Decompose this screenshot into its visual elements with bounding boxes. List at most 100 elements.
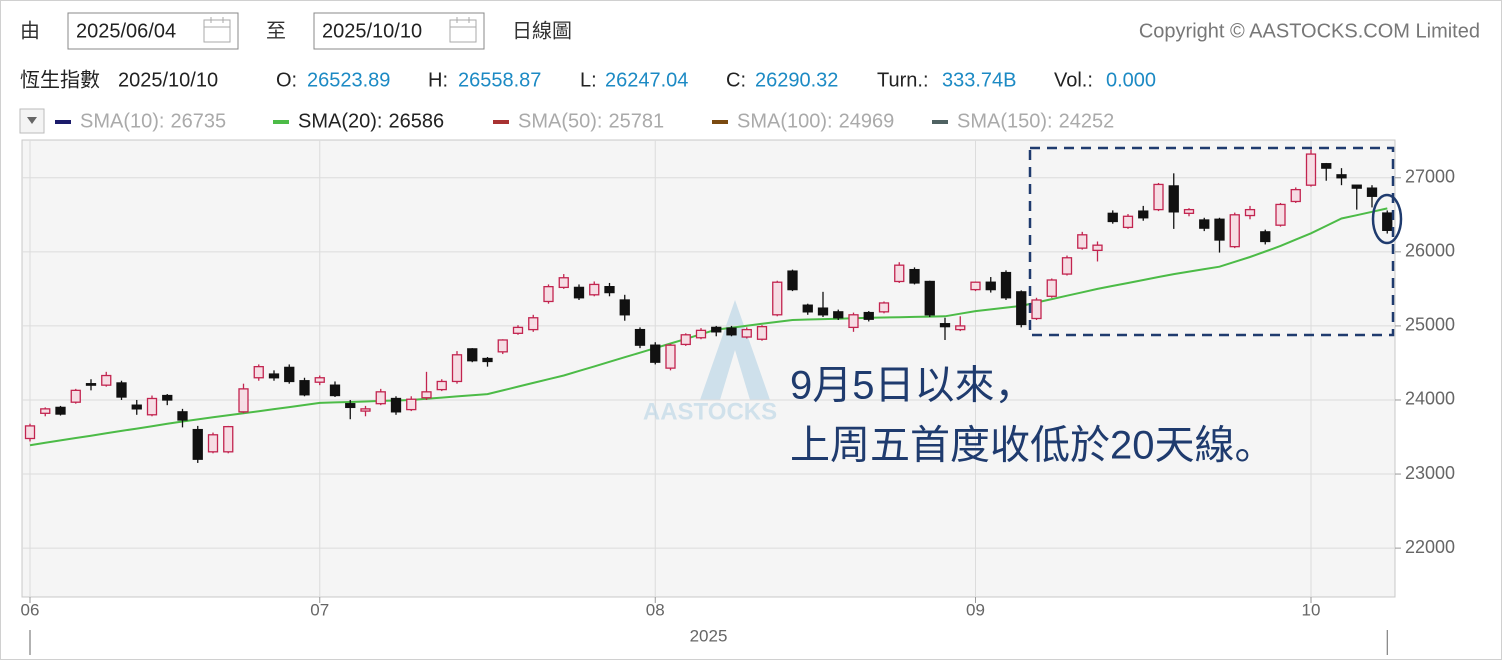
candle-body (1214, 218, 1225, 241)
x-tick-label: 08 (646, 600, 665, 619)
candle-body (1229, 214, 1240, 248)
copyright: Copyright © AASTOCKS.COM Limited (1139, 20, 1480, 42)
highlight-ellipse (1371, 193, 1403, 245)
x-tick-label: 09 (966, 600, 985, 619)
candle-body (1092, 244, 1103, 252)
calendar-icon[interactable] (203, 17, 231, 43)
from-date: 2025/06/04 (76, 20, 176, 42)
candle-body (116, 382, 127, 398)
candle-body (70, 389, 81, 403)
candle-body (345, 403, 356, 409)
candle-body (329, 384, 341, 397)
legend-swatch (932, 120, 948, 124)
candle-body (1046, 279, 1057, 297)
candle-body (1366, 187, 1378, 197)
candle-body (573, 286, 585, 299)
candle-body (1336, 174, 1347, 179)
dropdown-arrow (27, 117, 37, 124)
candle-body (177, 411, 188, 421)
candle-body (284, 366, 295, 383)
quote-value: 333.74B (942, 69, 1017, 91)
candle-body (1290, 188, 1301, 203)
candle-body (299, 380, 310, 396)
candle-body (436, 380, 447, 391)
legend-name[interactable]: SMA(50): (518, 110, 602, 132)
candle-body (467, 348, 478, 362)
candle-body (375, 391, 386, 405)
y-tick-label: 27000 (1405, 167, 1455, 187)
candle-body (650, 344, 661, 363)
candle-body (787, 270, 798, 291)
quote-label: L: (580, 69, 597, 91)
legend-swatch (712, 120, 728, 124)
legend-swatch (55, 120, 71, 124)
y-tick-label: 23000 (1405, 463, 1455, 483)
quote-label: H: (428, 69, 448, 91)
legend-name[interactable]: SMA(20): (298, 110, 382, 132)
candle-body (985, 281, 996, 291)
x-tick-label: 10 (1302, 600, 1321, 619)
quote-value: 26523.89 (307, 69, 390, 91)
plot-area (21, 139, 1396, 598)
candle-body (253, 365, 264, 379)
candle-body (634, 328, 646, 346)
candle-body (772, 281, 783, 316)
candle-body (390, 397, 402, 413)
quote-value: 26290.32 (755, 69, 838, 91)
legend-name[interactable]: SMA(10): (80, 110, 164, 132)
candle-body (909, 268, 920, 284)
candle-body (451, 354, 463, 383)
quote-value: 26247.04 (605, 69, 688, 91)
candle-body (1153, 183, 1164, 211)
quote-value: 26558.87 (458, 69, 541, 91)
legend-name[interactable]: SMA(100): (737, 110, 833, 132)
candle-body (924, 280, 935, 316)
chart-type[interactable]: 日線圖 (512, 19, 572, 42)
candle-body (146, 397, 158, 416)
candle-body (497, 339, 508, 353)
legend-swatch (493, 120, 509, 124)
legend-swatch (273, 120, 289, 124)
candle-body (1031, 299, 1042, 320)
candle-body (726, 327, 737, 336)
y-tick-label: 22000 (1405, 537, 1455, 557)
candle-body (1183, 208, 1195, 214)
quote-label: Vol.: (1054, 69, 1093, 91)
annotation: 9月5日以來， (790, 364, 1035, 408)
candle-body (863, 311, 874, 320)
candle-body (1275, 203, 1286, 226)
candle-body (24, 425, 36, 440)
legend-value: 25781 (608, 110, 664, 132)
y-tick-label: 25000 (1405, 315, 1455, 335)
candle-body (711, 326, 722, 333)
candle-body (939, 323, 951, 328)
candle-body (756, 326, 768, 340)
x-tick-label: 07 (310, 600, 329, 619)
candle-body (878, 302, 890, 313)
y-tick-label: 24000 (1405, 389, 1455, 409)
legend-value: 24252 (1059, 110, 1115, 132)
candle-body (970, 281, 981, 291)
candle-body (604, 286, 615, 294)
calendar-icon[interactable] (449, 17, 477, 43)
watermark-logo (700, 300, 770, 400)
to-date-input[interactable] (313, 12, 485, 50)
candle-body (1000, 271, 1012, 299)
legend-value: 24969 (839, 110, 895, 132)
candle-body (619, 299, 630, 316)
legend-value: 26735 (170, 110, 226, 132)
candle-body (1138, 210, 1149, 219)
legend-name[interactable]: SMA(150): (957, 110, 1053, 132)
candle-body (833, 311, 844, 319)
from-label: 由 (20, 19, 40, 42)
candle-body (85, 383, 97, 386)
x-axis-label: 2025 (690, 626, 728, 645)
candle-body (665, 344, 676, 369)
candle-body (512, 326, 524, 334)
from-date-input[interactable] (67, 12, 239, 50)
candle-body (1122, 215, 1134, 229)
candle-body (207, 434, 219, 453)
candle-body (543, 286, 554, 303)
candle-body (482, 357, 493, 363)
